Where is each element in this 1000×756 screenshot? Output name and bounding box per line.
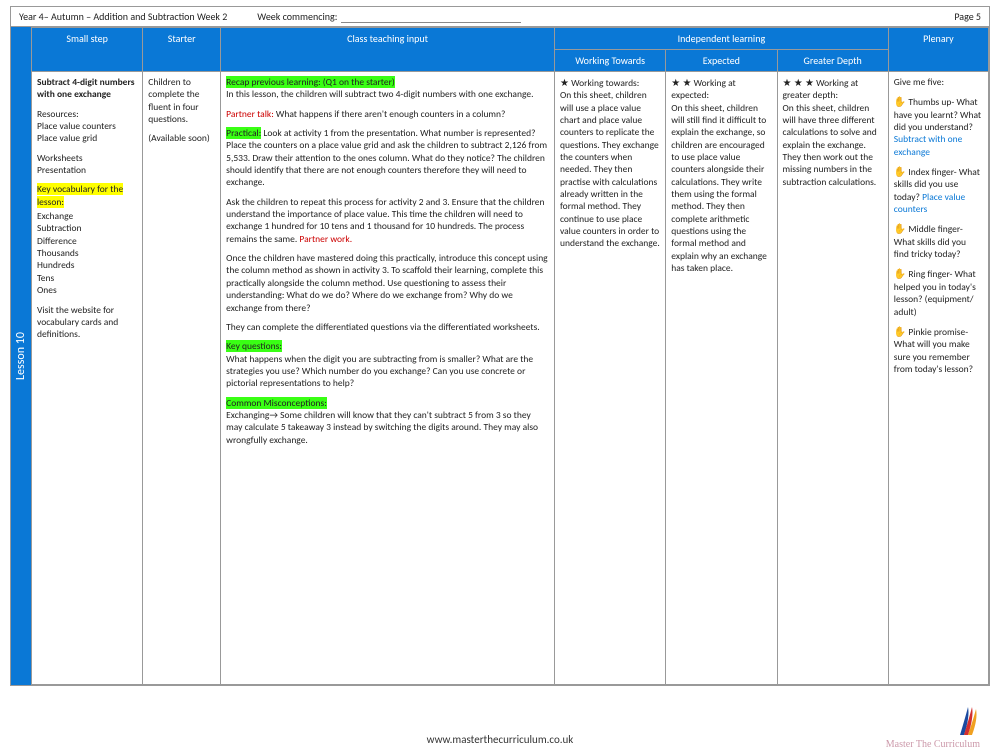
hand-icon: ✋ bbox=[894, 267, 906, 280]
page-number: Page 5 bbox=[954, 10, 981, 23]
brand-text: Master The Curriculum bbox=[886, 739, 980, 750]
page-header: Year 4– Autumn – Addition and Subtractio… bbox=[11, 7, 989, 27]
col-starter: Starter bbox=[143, 28, 221, 72]
footer-url: www.masterthecurriculum.co.uk bbox=[0, 733, 1000, 746]
cell-small-step: Subtract 4-digit numbers with one exchan… bbox=[32, 72, 143, 685]
hand-icon: ✋ bbox=[894, 325, 906, 338]
star-icon: ★ ★ ★ bbox=[783, 76, 814, 89]
sub-expected: Expected bbox=[666, 50, 777, 72]
partner-talk-label: Partner talk: bbox=[226, 108, 274, 120]
col-plenary: Plenary bbox=[888, 28, 988, 72]
brand-logo: Master The Curriculum bbox=[886, 705, 980, 750]
fill-line bbox=[341, 13, 521, 23]
cell-expected: ★ ★ Working at expected: On this sheet, … bbox=[666, 72, 777, 685]
col-small-step: Small step bbox=[32, 28, 143, 72]
practical-label: Practical: bbox=[226, 127, 261, 139]
vocab-list: Exchange Subtraction Difference Thousand… bbox=[37, 210, 137, 296]
plenary-link: Subtract with one exchange bbox=[894, 133, 963, 157]
cell-greater-depth: ★ ★ ★ Working at greater depth: On this … bbox=[777, 72, 888, 685]
cell-working-towards: ★ Working towards: On this sheet, childr… bbox=[554, 72, 665, 685]
cell-starter: Children to complete the fluent in four … bbox=[143, 72, 221, 685]
hand-icon: ✋ bbox=[894, 222, 906, 235]
cell-class-input: Recap previous learning: (Q1 on the star… bbox=[221, 72, 555, 685]
hand-icon: ✋ bbox=[894, 165, 906, 178]
col-independent: Independent learning bbox=[554, 28, 888, 50]
page-frame: Year 4– Autumn – Addition and Subtractio… bbox=[10, 6, 990, 686]
recap-label: Recap previous learning: (Q1 on the star… bbox=[226, 76, 395, 88]
sub-working-towards: Working Towards bbox=[554, 50, 665, 72]
vocab-label: Key vocabulary for the lesson: bbox=[37, 183, 137, 208]
sub-greater-depth: Greater Depth bbox=[777, 50, 888, 72]
misconceptions-label: Common Misconceptions: bbox=[226, 397, 327, 409]
step-title: Subtract 4-digit numbers with one exchan… bbox=[37, 76, 137, 101]
resources: Resources: Place value counters Place va… bbox=[37, 108, 137, 145]
star-icon: ★ ★ bbox=[671, 76, 691, 89]
star-icon: ★ bbox=[560, 76, 569, 89]
vocab-footnote: Visit the website for vocabulary cards a… bbox=[37, 304, 137, 341]
lesson-plan-table: Small step Starter Class teaching input … bbox=[31, 27, 989, 685]
hand-icon: ✋ bbox=[894, 95, 906, 108]
logo-swoosh-icon bbox=[956, 705, 980, 737]
lesson-tab: Lesson 10 bbox=[11, 27, 31, 685]
header-title: Year 4– Autumn – Addition and Subtractio… bbox=[19, 10, 227, 23]
key-questions-label: Key questions: bbox=[226, 340, 282, 352]
resources2: Worksheets Presentation bbox=[37, 152, 137, 177]
col-class-input: Class teaching input bbox=[221, 28, 555, 72]
cell-plenary: Give me five: ✋ Thumbs up- What have you… bbox=[888, 72, 988, 685]
week-commencing: Week commencing: bbox=[257, 10, 521, 23]
